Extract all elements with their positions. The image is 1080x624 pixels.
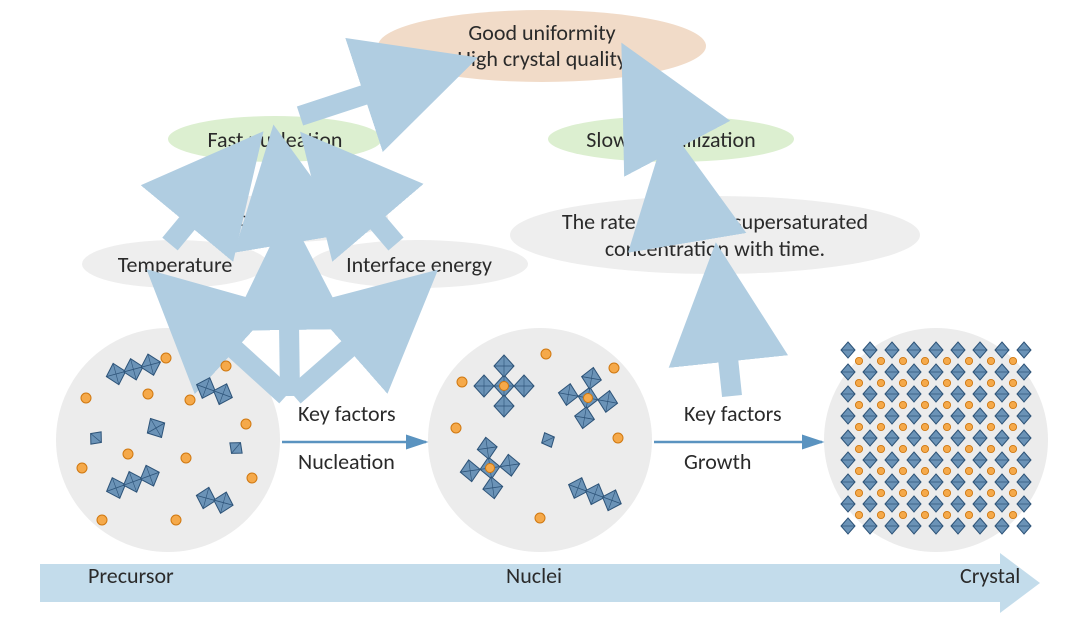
goal-line2: High crystal quality	[457, 46, 627, 72]
nuclei-particles	[428, 328, 652, 552]
ellipse-rate-change: The rate change of supersaturated concen…	[510, 196, 920, 274]
ellipse-interface-energy: Interface energy	[310, 240, 528, 288]
label-growth: Growth	[684, 448, 751, 475]
goal-line1: Good uniformity	[468, 20, 615, 46]
ellipse-concentration: Concentration	[190, 194, 388, 242]
timeline-label-nuclei: Nuclei	[506, 562, 562, 589]
precursor-particles	[56, 328, 280, 552]
timeline-label-precursor: Precursor	[88, 562, 174, 589]
ellipse-fast-nucleation: Fast nucleation	[168, 116, 382, 162]
label-key-factors-1: Key factors	[298, 400, 396, 427]
ellipse-slow-crystallization: Slow crystallization	[548, 116, 794, 162]
ellipse-goal: Good uniformity High crystal quality	[378, 10, 706, 82]
label-key-factors-2: Key factors	[684, 400, 782, 427]
timeline-label-crystal: Crystal	[960, 562, 1020, 589]
crystal-lattice	[824, 328, 1048, 552]
label-nucleation: Nucleation	[298, 448, 395, 475]
ellipse-temperature: Temperature	[82, 240, 268, 288]
